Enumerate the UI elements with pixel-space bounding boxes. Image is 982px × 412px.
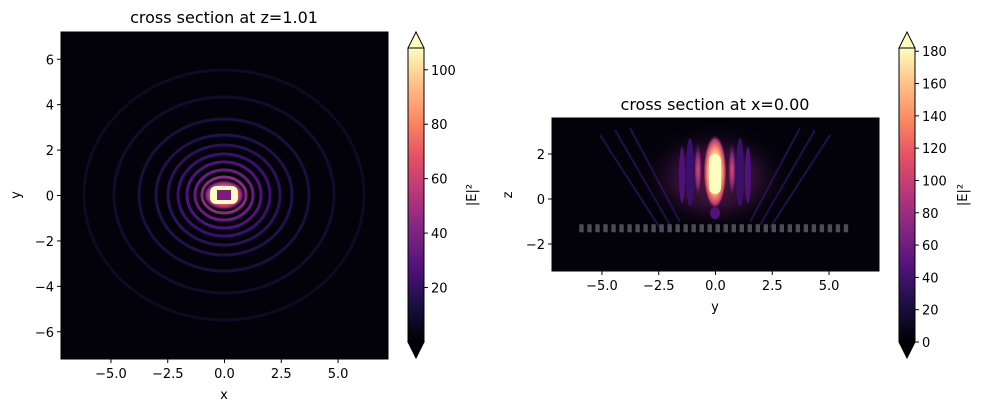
- panel1-title: cross section at z=1.01: [130, 8, 318, 27]
- panel1-colorbar-tick-label: 80: [431, 118, 448, 133]
- panel2-colorbar-tick-label: 0: [922, 336, 930, 351]
- grating-tooth: [579, 224, 584, 233]
- grating-tooth: [667, 224, 672, 233]
- grating-tooth: [603, 224, 608, 233]
- panel2-y-ticks: −2 0 2: [526, 148, 552, 253]
- panel1-colorbar-ticks: 20 40 60 80 100: [424, 64, 456, 297]
- grating-tooth: [587, 224, 592, 233]
- panel2-colorbar-label: |E|²: [956, 184, 971, 206]
- panel1-y-ticks: −6 −4 −2 0 2 4 6: [35, 53, 61, 341]
- panel2-grating: [579, 224, 849, 233]
- panel1-field: [82, 68, 366, 322]
- grating-tooth: [707, 224, 712, 233]
- panel2-x-tick-label: 5.0: [819, 279, 840, 294]
- panel2-colorbar-tick-label: 160: [922, 78, 947, 93]
- grating-tooth: [627, 224, 632, 233]
- panel2-y-tick-label: 0: [537, 193, 545, 208]
- grating-tooth: [651, 224, 656, 233]
- panel1-x-ticks: −5.0 −2.5 0.0 2.5 5.0: [95, 359, 348, 382]
- panel1-y-label: y: [9, 191, 24, 199]
- panel2-field: [599, 123, 831, 233]
- panel1-colorbar-extend-top: [407, 30, 425, 49]
- grating-tooth: [811, 224, 817, 233]
- grating-tooth: [723, 224, 728, 233]
- panel2-colorbar-tick-label: 140: [922, 110, 947, 125]
- panel2-colorbar-gradient: [899, 48, 915, 342]
- grating-tooth: [619, 224, 624, 233]
- panel1-colorbar-tick-label: 20: [431, 282, 448, 297]
- grating-tooth: [803, 224, 809, 233]
- panel2-colorbar-tick-label: 80: [922, 207, 939, 222]
- panel1-y-tick-label: −2: [35, 235, 54, 250]
- grating-tooth: [731, 224, 736, 233]
- panel-z-section: cross section at z=1.01 −5.0 −2.5 0.0 2.5 5.…: [9, 8, 480, 403]
- panel2-colorbar-ticks: 0 20 40 60 80 100 120 140 160 180: [915, 45, 947, 351]
- grating-tooth: [691, 224, 696, 233]
- grating-tooth: [835, 224, 841, 233]
- grating-tooth: [787, 224, 793, 233]
- grating-tooth: [795, 224, 801, 233]
- panel2-colorbar-tick-label: 60: [922, 239, 939, 254]
- panel1-x-label: x: [220, 388, 228, 403]
- grating-tooth: [755, 224, 760, 233]
- panel1-colorbar-tick-label: 60: [431, 173, 448, 188]
- panel2-x-tick-label: 0.0: [705, 279, 726, 294]
- panel2-x-tick-label: −5.0: [586, 279, 618, 294]
- grating-tooth: [739, 224, 744, 233]
- panel2-colorbar-tick-label: 100: [922, 174, 947, 189]
- panel1-x-tick-label: −2.5: [152, 367, 184, 382]
- panel1-x-tick-label: 2.5: [271, 367, 292, 382]
- panel1-x-tick-label: −5.0: [95, 367, 127, 382]
- panel1-colorbar-label: |E|²: [465, 184, 480, 206]
- panel1-colorbar-tick-label: 40: [431, 227, 448, 242]
- grating-tooth: [659, 224, 664, 233]
- panel1-colorbar: 20 40 60 80 100 |E|²: [407, 30, 480, 360]
- panel2-x-label: y: [711, 300, 719, 315]
- panel1-y-tick-label: −4: [35, 280, 54, 295]
- panel1-colorbar-tick-label: 100: [431, 64, 456, 79]
- grating-tooth: [635, 224, 640, 233]
- panel2-colorbar-tick-label: 40: [922, 271, 939, 286]
- grating-tooth: [763, 224, 768, 233]
- panel2-x-tick-label: 2.5: [762, 279, 783, 294]
- panel2-colorbar-tick-label: 20: [922, 304, 939, 319]
- panel1-x-tick-label: 5.0: [328, 367, 349, 382]
- panel2-title: cross section at x=0.00: [621, 95, 810, 114]
- panel2-colorbar-tick-label: 180: [922, 45, 947, 60]
- grating-tooth: [683, 224, 688, 233]
- panel2-colorbar-extend-bottom: [898, 341, 916, 360]
- panel2-colorbar-extend-top: [898, 30, 916, 49]
- panel1-colorbar-gradient: [408, 48, 424, 342]
- grating-tooth: [611, 224, 616, 233]
- grating-tooth: [779, 224, 785, 233]
- grating-tooth: [699, 224, 704, 233]
- panel1-y-tick-label: 0: [46, 190, 54, 205]
- grating-tooth: [843, 224, 849, 233]
- panel2-colorbar: 0 20 40 60 80 100 120 140 160 180 |E|²: [898, 30, 971, 360]
- grating-tooth: [747, 224, 752, 233]
- grating-tooth: [771, 224, 777, 233]
- panel1-x-tick-label: 0.0: [214, 367, 235, 382]
- panel2-y-tick-label: −2: [526, 238, 545, 253]
- panel1-colorbar-extend-bottom: [407, 341, 425, 360]
- grating-tooth: [643, 224, 648, 233]
- panel1-y-tick-label: 6: [46, 53, 54, 68]
- panel2-y-label: z: [501, 191, 516, 198]
- grating-tooth: [819, 224, 825, 233]
- grating-tooth: [827, 224, 833, 233]
- panel2-y-tick-label: 2: [537, 148, 545, 163]
- grating-tooth: [675, 224, 680, 233]
- panel2-x-ticks: −5.0 −2.5 0.0 2.5 5.0: [586, 271, 839, 294]
- panel1-y-tick-label: 4: [46, 99, 54, 114]
- panel2-x-tick-label: −2.5: [643, 279, 675, 294]
- grating-tooth: [715, 224, 720, 233]
- panel2-colorbar-tick-label: 120: [922, 142, 947, 157]
- panel1-y-tick-label: 2: [46, 144, 54, 159]
- panel1-y-tick-label: −6: [35, 326, 54, 341]
- panel-x-section: cross section at x=0.00 −5.0 −2.: [501, 30, 971, 360]
- grating-tooth: [595, 224, 600, 233]
